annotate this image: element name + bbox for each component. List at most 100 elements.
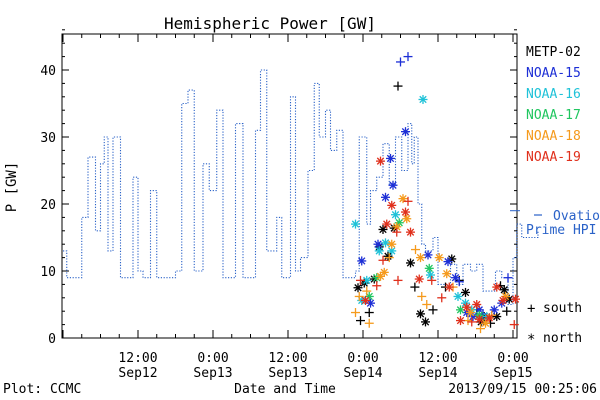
data-marker bbox=[387, 239, 397, 249]
ovation-hpi-line bbox=[63, 69, 539, 306]
marker-legend: + south * north bbox=[527, 301, 582, 348]
data-marker bbox=[453, 291, 463, 301]
ovation-label-line2: Prime HPI bbox=[526, 223, 596, 238]
data-marker bbox=[422, 300, 432, 309]
data-marker bbox=[378, 224, 388, 234]
data-marker bbox=[418, 94, 428, 104]
data-marker bbox=[393, 275, 403, 285]
legend-entry-noaa-19: NOAA-19 bbox=[526, 150, 581, 165]
legend-entry-noaa-18: NOAA-18 bbox=[526, 129, 581, 144]
data-marker bbox=[499, 285, 509, 295]
legend-entry-metp-02: METP-02 bbox=[526, 45, 581, 60]
data-marker bbox=[357, 256, 367, 266]
data-marker bbox=[392, 227, 402, 237]
data-marker bbox=[391, 210, 400, 220]
data-marker bbox=[383, 251, 393, 261]
satellite-legend: METP-02 NOAA-15 NOAA-16 NOAA-17 NOAA-18 NOAA-… bbox=[526, 45, 581, 165]
data-marker bbox=[411, 245, 420, 255]
chart-title: Hemispheric Power [GW] bbox=[164, 14, 376, 33]
x-tick-date-label: Sep12 bbox=[118, 366, 157, 381]
y-tick-label: 0 bbox=[48, 332, 56, 347]
marker-legend-north: north bbox=[543, 331, 582, 346]
data-marker bbox=[481, 318, 490, 328]
data-marker bbox=[403, 52, 413, 62]
data-marker bbox=[434, 253, 444, 263]
footer-plot-credit: Plot: CCMC bbox=[3, 382, 81, 397]
data-marker bbox=[484, 313, 494, 323]
asterisk-marker-symbol: * bbox=[527, 332, 535, 348]
y-axis-ticks: 0 10 20 30 40 bbox=[40, 29, 517, 347]
data-marker bbox=[444, 282, 454, 292]
data-marker bbox=[388, 180, 398, 190]
data-marker bbox=[372, 281, 382, 291]
data-marker bbox=[461, 298, 470, 308]
data-marker bbox=[509, 320, 519, 330]
legend-entry-noaa-16: NOAA-16 bbox=[526, 87, 581, 102]
x-axis-ticks: 12:00Sep120:00Sep1312:00Sep130:00Sep1412… bbox=[62, 34, 533, 381]
x-axis-label: Date and Time bbox=[234, 382, 336, 397]
data-marker bbox=[492, 312, 502, 322]
data-marker bbox=[354, 291, 364, 301]
data-marker bbox=[502, 306, 512, 316]
y-tick-label: 10 bbox=[40, 265, 56, 280]
legend-entry-noaa-17: NOAA-17 bbox=[526, 108, 581, 123]
data-marker bbox=[454, 277, 464, 287]
data-marker bbox=[406, 227, 415, 237]
x-tick-time-label: 12:00 bbox=[118, 351, 157, 366]
x-tick-date-label: Sep13 bbox=[268, 366, 307, 381]
plus-marker-symbol: + bbox=[527, 301, 535, 317]
legend-entry-noaa-15: NOAA-15 bbox=[526, 66, 581, 81]
data-marker bbox=[386, 153, 395, 163]
data-marker bbox=[376, 156, 385, 166]
y-tick-label: 30 bbox=[40, 131, 56, 146]
x-tick-date-label: Sep14 bbox=[418, 366, 457, 381]
x-tick-date-label: Sep13 bbox=[193, 366, 232, 381]
data-marker bbox=[467, 317, 477, 327]
data-marker bbox=[461, 287, 470, 297]
data-marker bbox=[384, 253, 394, 263]
data-marker bbox=[498, 295, 508, 305]
data-marker bbox=[462, 302, 472, 312]
data-marker bbox=[364, 318, 374, 328]
data-marker bbox=[427, 275, 437, 285]
data-marker bbox=[361, 295, 370, 305]
ovation-label-line1: Ovation bbox=[553, 209, 600, 224]
data-marker bbox=[503, 273, 513, 283]
data-marker bbox=[492, 282, 502, 292]
x-tick-time-label: 0:00 bbox=[347, 351, 378, 366]
y-tick-label: 20 bbox=[40, 198, 56, 213]
data-marker bbox=[374, 246, 384, 256]
data-marker bbox=[401, 207, 410, 217]
data-marker bbox=[351, 308, 360, 318]
data-marker bbox=[423, 250, 433, 260]
data-marker bbox=[466, 308, 475, 318]
data-marker bbox=[437, 293, 447, 303]
data-marker bbox=[353, 283, 363, 293]
footer-timestamp: 2013/09/15 00:25:06 bbox=[448, 382, 597, 397]
data-marker bbox=[476, 324, 485, 334]
ovation-prime-label: Ovation Prime HPI bbox=[526, 209, 600, 238]
data-marker bbox=[451, 273, 460, 283]
x-tick-time-label: 0:00 bbox=[197, 351, 228, 366]
data-marker bbox=[396, 57, 405, 67]
data-marker bbox=[378, 255, 388, 265]
data-marker bbox=[356, 275, 365, 285]
data-marker bbox=[382, 219, 392, 229]
x-tick-date-label: Sep14 bbox=[343, 366, 382, 381]
data-marker bbox=[417, 291, 427, 301]
data-marker bbox=[443, 257, 453, 267]
data-marker bbox=[403, 196, 413, 206]
data-marker bbox=[426, 270, 435, 280]
y-axis-label: P [GW] bbox=[4, 162, 20, 213]
y-tick-label: 40 bbox=[40, 64, 56, 79]
data-marker bbox=[410, 282, 420, 292]
data-marker bbox=[416, 309, 425, 319]
data-marker bbox=[416, 253, 425, 263]
marker-legend-south: south bbox=[543, 301, 582, 316]
data-marker bbox=[472, 300, 482, 309]
x-tick-time-label: 12:00 bbox=[418, 351, 457, 366]
x-tick-time-label: 12:00 bbox=[268, 351, 307, 366]
data-marker bbox=[364, 308, 374, 318]
data-marker bbox=[421, 317, 430, 327]
